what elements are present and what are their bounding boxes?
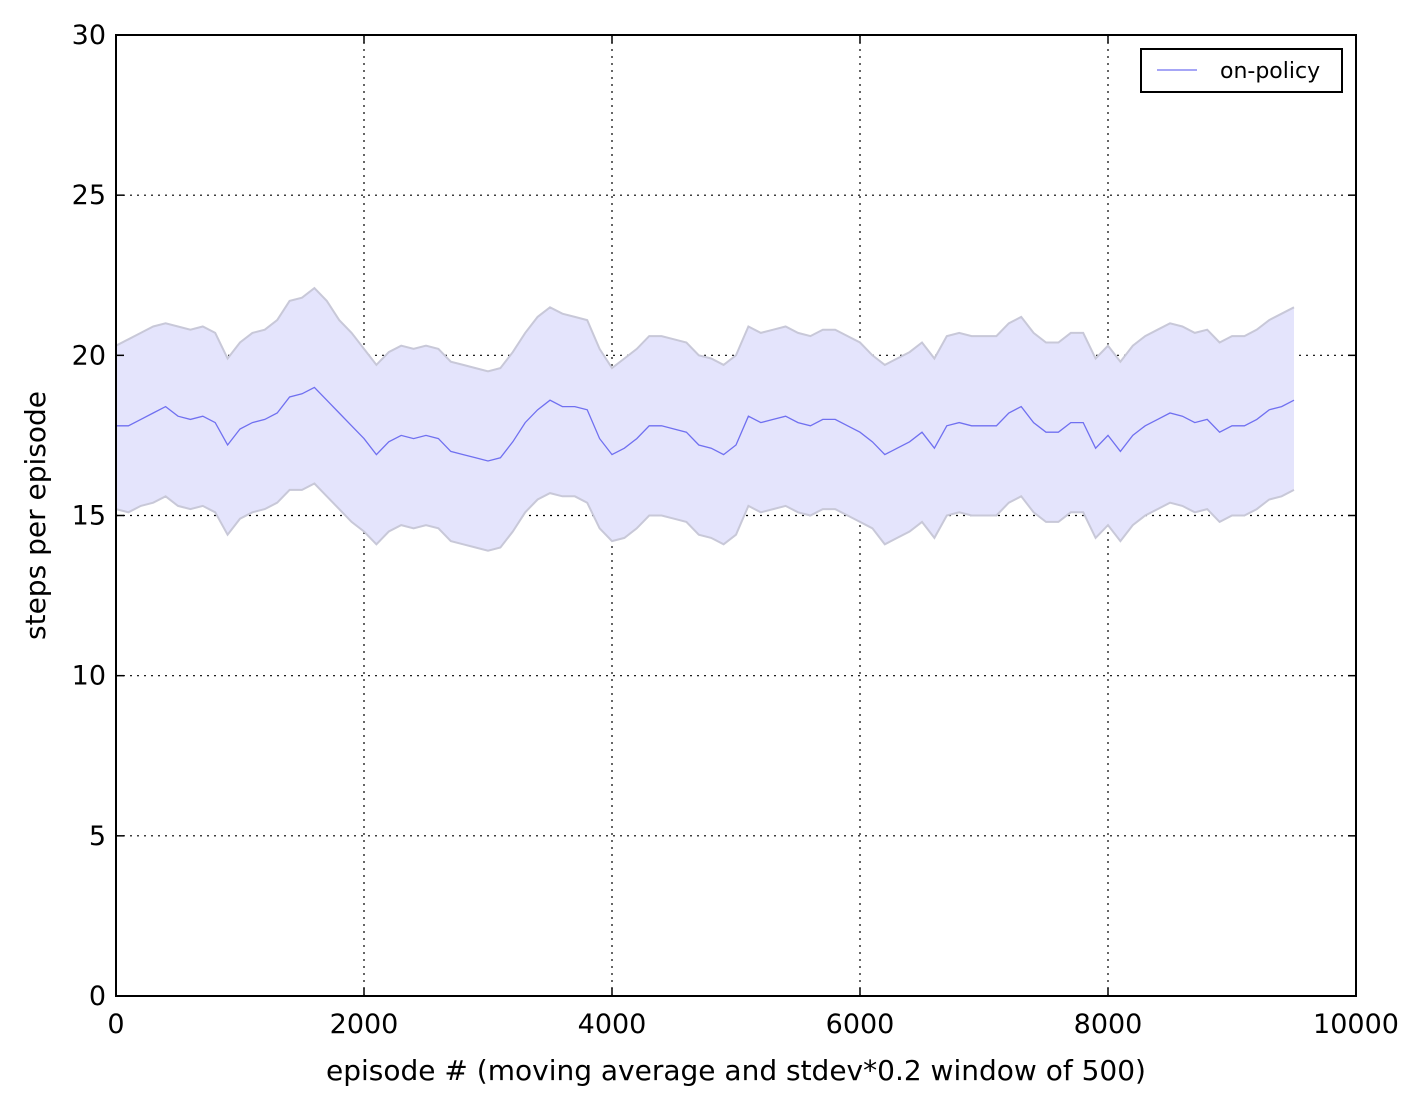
x-tick-labels: 0 2000 4000 6000 8000 10000 <box>107 1009 1399 1040</box>
y-tick-label-30: 30 <box>72 20 106 51</box>
band-lower-edge-0 <box>115 482 1295 552</box>
axis-ticks <box>115 34 1357 997</box>
y-tick-labels: 0 5 10 15 20 25 30 <box>72 20 106 1012</box>
y-tick-label-15: 15 <box>72 501 106 532</box>
x-tick-label-8000: 8000 <box>1074 1009 1143 1040</box>
legend-label-on-policy: on-policy <box>1220 59 1320 84</box>
series-line-0 <box>116 386 1295 462</box>
band-fill-0 <box>116 288 1294 551</box>
y-tick-label-0: 0 <box>89 981 106 1012</box>
y-tick-label-25: 25 <box>72 180 106 211</box>
legend-box <box>1140 48 1343 93</box>
x-tick-label-4000: 4000 <box>578 1009 647 1040</box>
y-tick-label-10: 10 <box>72 661 106 692</box>
x-axis-label: episode # (moving average and stdev*0.2 … <box>326 1054 1146 1087</box>
x-tick-label-10000: 10000 <box>1313 1009 1399 1040</box>
x-tick-label-2000: 2000 <box>330 1009 399 1040</box>
stdev-band <box>115 286 1295 552</box>
x-tick-label-0: 0 <box>107 1009 124 1040</box>
y-axis-label: steps per episode <box>19 391 52 640</box>
band-upper-edge-0 <box>115 286 1295 373</box>
y-tick-label-20: 20 <box>72 340 106 371</box>
series-lines <box>116 386 1295 462</box>
y-tick-label-5: 5 <box>89 821 106 852</box>
x-tick-label-6000: 6000 <box>826 1009 895 1040</box>
legend: on-policy <box>1140 48 1343 93</box>
